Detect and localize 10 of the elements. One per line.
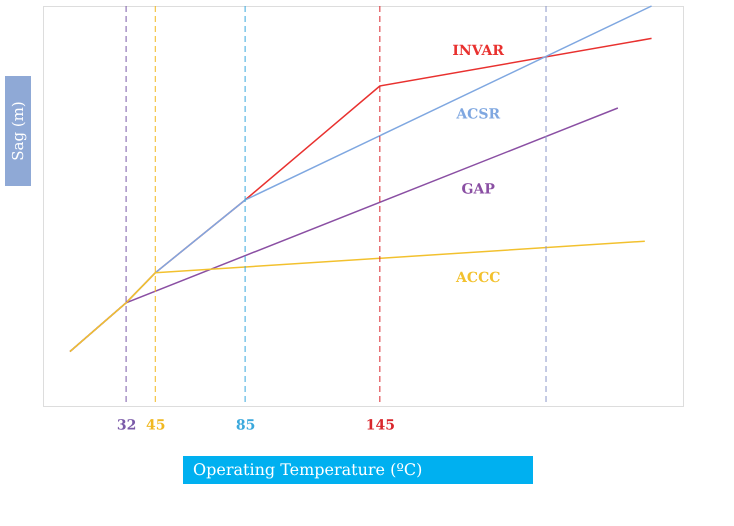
series-label: ACCC bbox=[455, 270, 500, 286]
x-tick-label: 45 bbox=[146, 418, 166, 434]
series-label: ACSR bbox=[455, 106, 500, 123]
x-axis-title: Operating Temperature (ºC) bbox=[193, 460, 422, 479]
series-label: GAP bbox=[462, 181, 496, 198]
series-label: INVAR bbox=[452, 42, 504, 59]
x-tick-label: 145 bbox=[366, 418, 395, 434]
x-tick-label: 32 bbox=[116, 418, 136, 434]
x-tick-label: 85 bbox=[236, 418, 256, 434]
y-axis-title: Sag (m) bbox=[9, 101, 27, 161]
